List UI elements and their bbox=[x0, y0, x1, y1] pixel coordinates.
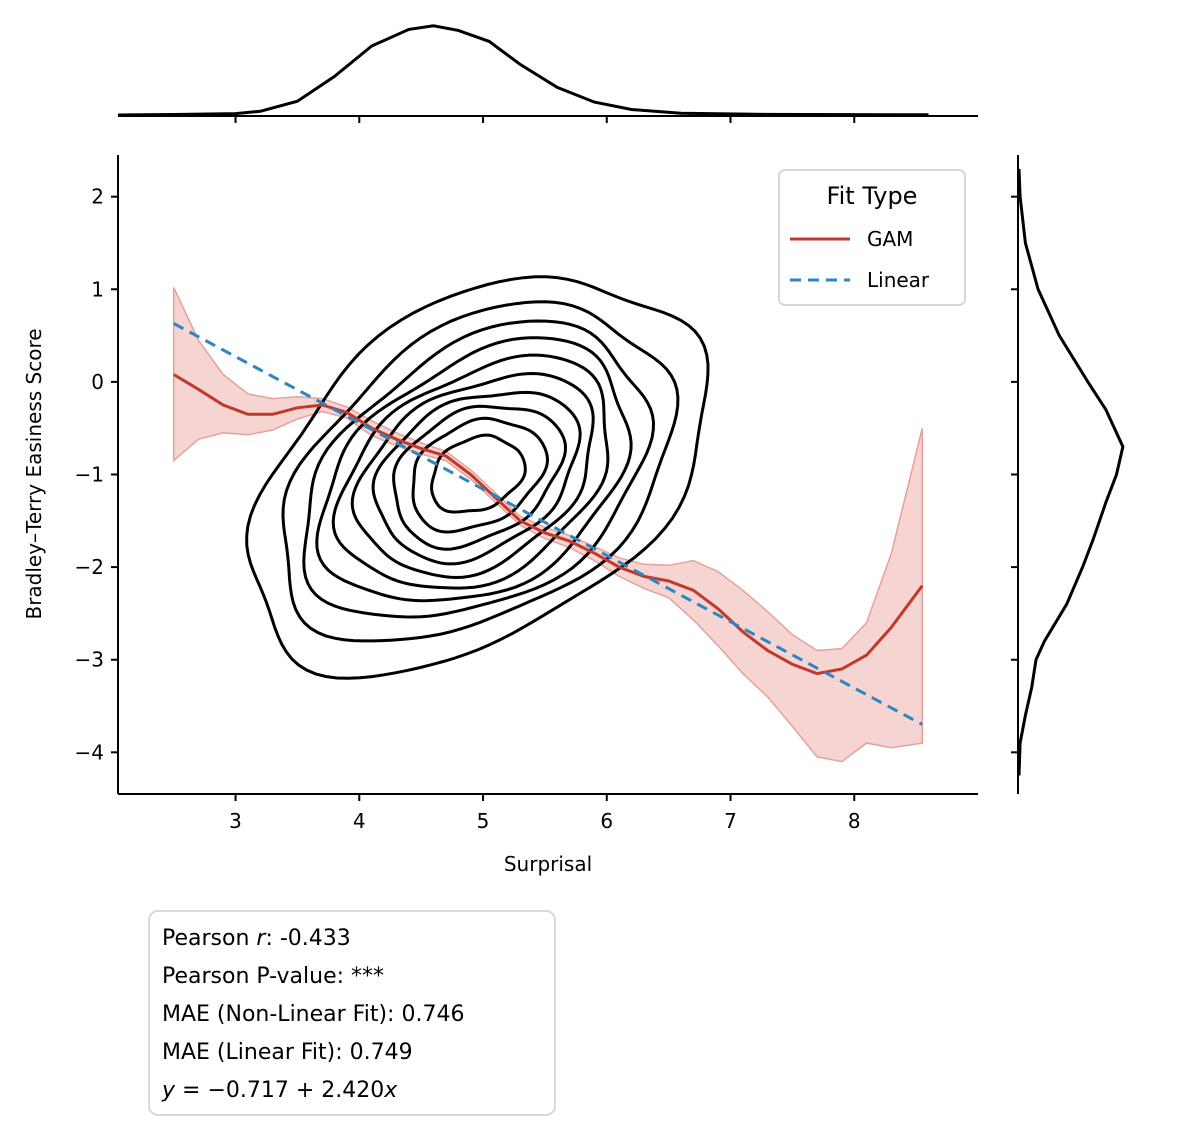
marginal-x-ticks bbox=[234, 116, 856, 123]
y-axis-ticks: 2 1 0 −1 −2 −3 −4 bbox=[75, 185, 118, 764]
kde-contours bbox=[245, 275, 710, 680]
x-tick-label: 8 bbox=[848, 809, 861, 833]
y-tick-label: 1 bbox=[91, 277, 104, 301]
stats-annotation-box: Pearson r: -0.433 Pearson P-value: *** M… bbox=[148, 910, 556, 1116]
stats-equation: y = −0.717 + 2.420x bbox=[162, 1078, 398, 1103]
y-tick-label: −2 bbox=[75, 555, 104, 579]
legend-linear-label: Linear bbox=[867, 268, 930, 292]
x-axis-ticks: 3 4 5 6 7 8 bbox=[229, 794, 861, 833]
stats-pearson-r: Pearson r: -0.433 bbox=[162, 926, 351, 951]
y-tick-label: −1 bbox=[75, 463, 104, 487]
kde-contour-level bbox=[430, 433, 527, 514]
gam-fit-line bbox=[172, 373, 924, 676]
marginal-x-kde-curve bbox=[117, 24, 929, 117]
kde-contour-level bbox=[392, 404, 568, 551]
kde-contour-level bbox=[350, 371, 595, 580]
y-tick-label: 0 bbox=[91, 370, 104, 394]
linear-fit-line bbox=[172, 322, 924, 726]
marginal-x-panel bbox=[117, 24, 978, 123]
kde-contour-level bbox=[371, 390, 582, 566]
y-axis-title: Bradley–Terry Easiness Score bbox=[22, 328, 46, 619]
kde-contour-level bbox=[411, 416, 550, 534]
kde-contour-level bbox=[315, 336, 633, 603]
marginal-y-kde-curve bbox=[1017, 168, 1125, 776]
y-tick-label: 2 bbox=[91, 185, 104, 209]
x-axis-title: Surprisal bbox=[504, 852, 592, 876]
x-tick-label: 5 bbox=[477, 809, 490, 833]
legend: Fit Type GAM Linear bbox=[778, 169, 966, 306]
joint-plot-figure: 3 4 5 6 7 8 2 1 0 −1 −2 −3 −4 Surprisal Bradley–Ter… bbox=[22, 24, 1125, 876]
stats-mae-linear: MAE (Linear Fit): 0.749 bbox=[162, 1040, 413, 1065]
stats-mae-nonlinear: MAE (Non-Linear Fit): 0.746 bbox=[162, 1002, 465, 1027]
kde-contour-level bbox=[302, 319, 656, 619]
x-tick-label: 4 bbox=[353, 809, 366, 833]
marginal-y-panel bbox=[1011, 155, 1125, 794]
stats-pearson-p: Pearson P-value: *** bbox=[162, 964, 385, 989]
kde-contour-level bbox=[281, 300, 680, 643]
x-tick-label: 6 bbox=[600, 809, 613, 833]
main-plot: 3 4 5 6 7 8 2 1 0 −1 −2 −3 −4 Surprisal Bradley–Ter… bbox=[22, 155, 978, 876]
kde-contour-level bbox=[331, 353, 610, 590]
x-tick-label: 3 bbox=[229, 809, 242, 833]
x-tick-label: 7 bbox=[724, 809, 737, 833]
y-tick-label: −4 bbox=[75, 740, 104, 764]
legend-gam-label: GAM bbox=[867, 227, 913, 251]
legend-title: Fit Type bbox=[827, 182, 918, 210]
kde-contour-level bbox=[245, 275, 710, 680]
marginal-y-ticks bbox=[1011, 195, 1018, 754]
legend-frame bbox=[778, 169, 966, 306]
y-tick-label: −3 bbox=[75, 648, 104, 672]
